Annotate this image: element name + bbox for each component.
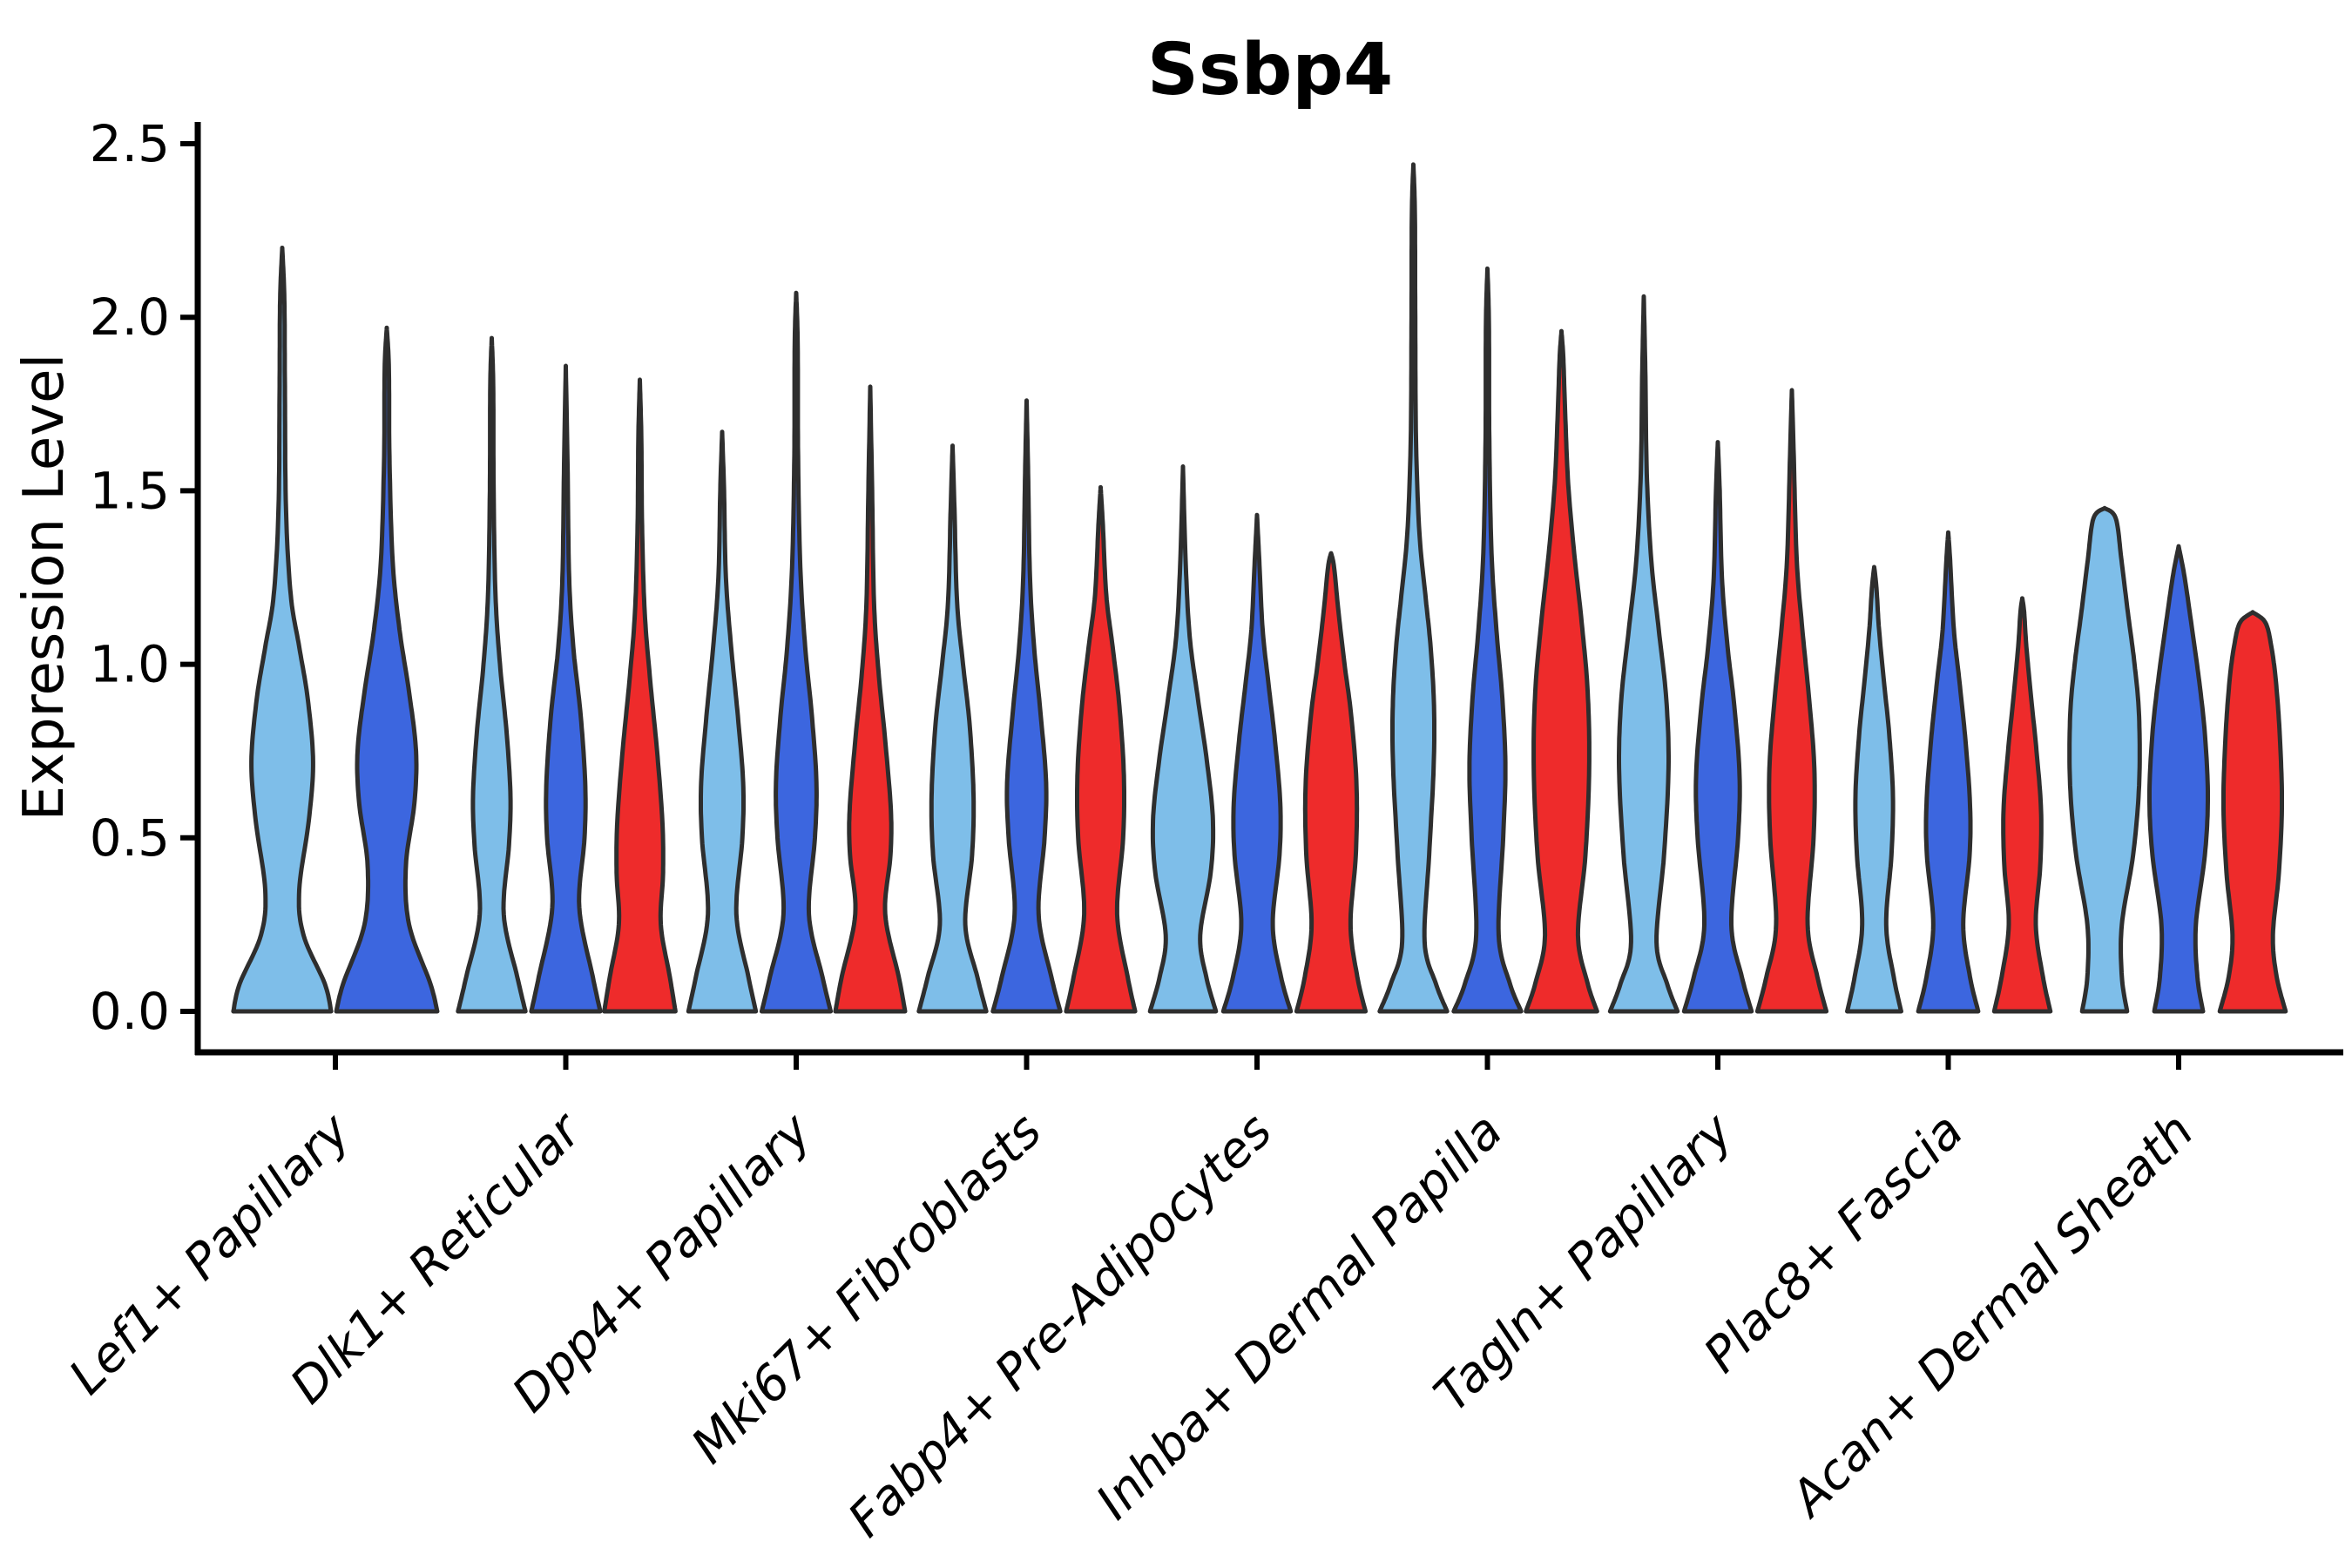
violin-fabp4-dark_blue xyxy=(1220,512,1294,1014)
violin-fabp4-red xyxy=(1294,551,1369,1014)
violin-tagln-dark_blue xyxy=(1681,440,1754,1014)
violin-inhba-dark_blue xyxy=(1451,266,1524,1014)
violin-dlk1-red xyxy=(602,377,678,1014)
violin-dlk1-light_blue xyxy=(456,335,528,1014)
chart-title: Ssbp4 xyxy=(1147,29,1393,112)
y-tick-label: 0.0 xyxy=(90,982,170,1041)
violin-acan-light_blue xyxy=(2067,505,2142,1014)
violin-tagln-light_blue xyxy=(1607,294,1680,1014)
y-tick-label: 0.5 xyxy=(90,808,170,868)
violin-acan-dark_blue xyxy=(2147,544,2210,1014)
y-tick-label: 2.0 xyxy=(90,287,170,347)
y-tick-labels: 0.0 0.5 1.0 1.5 2.0 2.5 xyxy=(90,114,170,1041)
violin-plac8-dark_blue xyxy=(1916,530,1981,1014)
violin-plac8-light_blue xyxy=(1845,564,1903,1014)
violin-layer xyxy=(231,162,2288,1014)
x-tick-label: Acan+ Dermal Sheath xyxy=(1779,1103,2205,1529)
violin-tagln-red xyxy=(1754,388,1829,1014)
violin-plac8-red xyxy=(1991,596,2053,1014)
violin-dlk1-dark_blue xyxy=(529,363,603,1014)
violin-dpp4-light_blue xyxy=(686,429,759,1014)
violin-lef1-dark_blue xyxy=(334,325,440,1014)
y-tick-label: 2.5 xyxy=(90,114,170,173)
violin-mki67-light_blue xyxy=(916,443,989,1014)
x-tick-label: Fabp4+ Pre-Adipocytes xyxy=(838,1103,1283,1548)
axes-layer xyxy=(180,122,2343,1070)
x-tick-label: Inhba+ Dermal Papilla xyxy=(1085,1103,1513,1531)
violin-acan-red xyxy=(2217,610,2288,1014)
violin-inhba-red xyxy=(1524,328,1599,1014)
y-tick-label: 1.5 xyxy=(90,461,170,520)
y-tick-label: 1.0 xyxy=(90,635,170,694)
violin-dpp4-red xyxy=(833,384,908,1014)
y-axis-label: Expression Level xyxy=(12,354,77,821)
violin-dpp4-dark_blue xyxy=(759,290,834,1014)
violin-lef1-light_blue xyxy=(231,246,334,1014)
violin-mki67-red xyxy=(1064,484,1138,1014)
violin-fabp4-light_blue xyxy=(1147,464,1219,1014)
violin-mki67-dark_blue xyxy=(990,398,1063,1014)
violin-inhba-light_blue xyxy=(1377,162,1450,1014)
